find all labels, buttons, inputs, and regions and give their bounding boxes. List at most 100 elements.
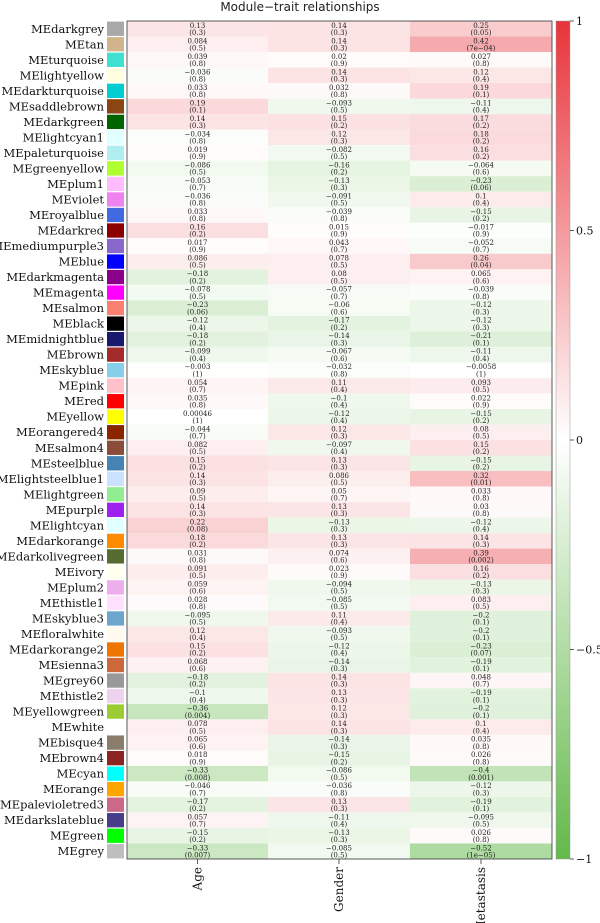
heatmap-cell: [268, 781, 410, 797]
row-label: MEgreen: [50, 829, 105, 843]
cell-correlation: 0.13: [190, 22, 206, 30]
heatmap-cell: [410, 781, 552, 797]
cell-correlation: 0.19: [473, 84, 489, 92]
heatmap-cell: [127, 517, 268, 534]
heatmap-cell: [127, 502, 268, 518]
heatmap-row: MEdarkorange2 0.15(0.2) −0.12(0.4) −0.23(0.…: [9, 641, 552, 658]
cell-pvalue: (0.4): [189, 324, 206, 332]
cell-pvalue: (0.002): [468, 557, 494, 565]
row-label: MEviolet: [52, 192, 105, 206]
heatmap-cell: [268, 486, 410, 503]
cell-correlation: −0.14: [328, 736, 350, 744]
heatmap-row: MEroyalblue 0.033(0.8)−0.039(0.8)−0.15(0.…: [29, 207, 552, 223]
cell-correlation: −0.15: [470, 456, 491, 464]
cell-pvalue: (0.5): [473, 820, 490, 828]
heatmap-cell: [268, 719, 410, 735]
cell-correlation: −0.14: [328, 332, 350, 340]
cell-pvalue: (0.3): [331, 805, 348, 813]
row-label: MEpalevioletred3: [0, 798, 104, 812]
module-color-swatch: [107, 300, 124, 316]
row-label: MEbrown4: [39, 751, 104, 765]
cell-correlation: −0.057: [326, 286, 352, 294]
cell-pvalue: (0.5): [189, 727, 206, 735]
cell-correlation: 0.057: [187, 813, 207, 821]
module-color-swatch: [107, 766, 124, 781]
module-color-swatch: [107, 223, 124, 238]
cell-pvalue: (0.8): [189, 603, 206, 611]
heatmap-cell: [410, 36, 552, 53]
heatmap-cell: [268, 191, 410, 208]
cell-pvalue: (1): [476, 370, 486, 378]
heatmap-row: MEsalmon4 0.082(0.5) −0.097(0.4) 0.15(0.2): [35, 440, 552, 456]
cell-pvalue: (0.3): [331, 665, 348, 673]
cell-correlation: −0.12: [328, 643, 349, 651]
colorbar-tick-label: −0.5: [576, 644, 600, 657]
heatmap-cell: [127, 160, 268, 177]
cell-pvalue: (0.3): [473, 588, 490, 596]
heatmap-cell: [410, 765, 552, 782]
cell-correlation: 0.035: [471, 736, 491, 744]
cell-correlation: −0.094: [326, 580, 352, 588]
module-color-swatch: [107, 83, 124, 98]
cell-pvalue: (0.6): [473, 169, 490, 177]
x-tick-label: Age: [191, 867, 205, 891]
heatmap-row: MEyellowgreen −0.36(0.004) 0.12(0.3) −0.2(0…: [13, 703, 552, 720]
cell-pvalue: (0.3): [331, 138, 348, 146]
module-color-swatch: [107, 564, 124, 580]
cell-correlation: 0.13: [331, 503, 347, 511]
cell-correlation: 0.11: [331, 612, 347, 620]
cell-correlation: 0.027: [471, 53, 491, 61]
cell-pvalue: (7e−04): [467, 44, 496, 52]
cell-pvalue: (0.3): [331, 463, 348, 471]
module-color-swatch: [107, 254, 124, 269]
cell-correlation: 0.17: [473, 115, 489, 123]
heatmap-cell: [410, 455, 552, 472]
cell-correlation: −0.23: [470, 177, 491, 185]
heatmap-cell: [268, 424, 410, 440]
cell-pvalue: (0.2): [473, 463, 490, 471]
module-color-swatch: [107, 176, 124, 192]
row-label: MEdarkslateblue: [4, 813, 104, 827]
cell-correlation: −0.11: [470, 99, 491, 107]
heatmap-cell: [410, 238, 552, 254]
cell-correlation: 0.12: [331, 130, 347, 138]
cell-pvalue: (0.8): [473, 60, 490, 68]
cell-pvalue: (0.2): [473, 153, 490, 161]
heatmap-cell: [410, 377, 552, 394]
module-color-swatch: [107, 580, 124, 595]
cell-correlation: −0.044: [185, 425, 211, 433]
cell-pvalue: (0.6): [473, 277, 490, 285]
cell-correlation: −0.082: [326, 146, 352, 154]
cell-pvalue: (0.8): [473, 510, 490, 518]
heatmap-row: MEdarkorange 0.18(0.2)0.13(0.3)0.14(0.3): [16, 533, 552, 549]
heatmap-cell: [410, 67, 552, 84]
heatmap-cell: [268, 52, 410, 68]
heatmap-cell: [410, 284, 552, 301]
cell-pvalue: (0.2): [473, 572, 490, 580]
cell-pvalue: (0.3): [331, 44, 348, 52]
heatmap-cell: [268, 626, 410, 642]
cell-correlation: 0.15: [190, 456, 206, 464]
heatmap-row: MEorange −0.046(0.7) −0.036(0.8) −0.12(0.3): [43, 781, 552, 797]
heatmap-cell: [268, 67, 410, 84]
heatmap-cell: [268, 827, 410, 844]
cell-pvalue: (1): [193, 370, 203, 378]
cell-correlation: −0.23: [470, 643, 491, 651]
cell-correlation: 0.1: [475, 720, 486, 728]
cell-pvalue: (0.07): [470, 650, 491, 658]
cell-pvalue: (0.9): [331, 572, 348, 580]
cell-correlation: −0.13: [328, 177, 349, 185]
cell-pvalue: (0.5): [473, 432, 490, 440]
cell-correlation: 0.05: [331, 487, 347, 495]
cell-pvalue: (0.4): [331, 650, 348, 658]
cell-pvalue: (0.4): [189, 634, 206, 642]
heatmap-cell: [410, 703, 552, 720]
cell-pvalue: (0.2): [473, 448, 490, 456]
x-tick-label: Metastasis: [474, 867, 488, 923]
heatmap-cell: [410, 331, 552, 347]
cell-correlation: 0.16: [473, 146, 489, 154]
heatmap-cell: [127, 610, 268, 627]
heatmap-row: MEskyblue −0.003(1)−0.032(0.8)−0.0058(1): [39, 362, 552, 378]
row-label: MEbisque4: [38, 736, 104, 750]
